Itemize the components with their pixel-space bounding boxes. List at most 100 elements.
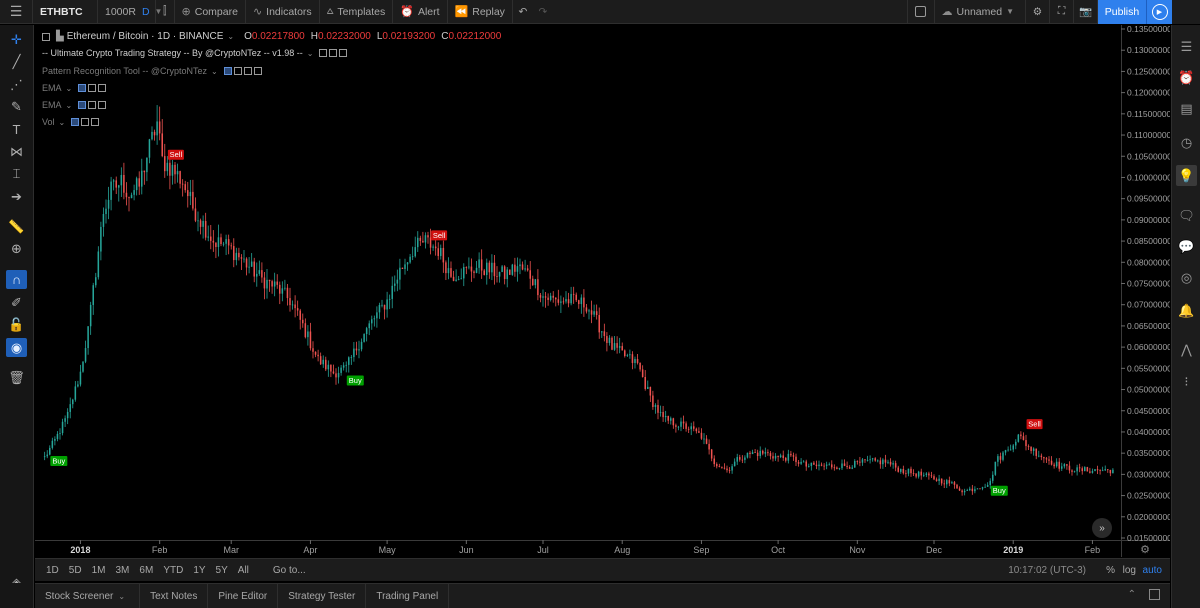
clock[interactable]: 10:17:02 (UTC-3) xyxy=(1008,565,1086,576)
candle-body xyxy=(204,220,207,238)
settings-icon[interactable] xyxy=(329,49,338,57)
visibility-icon[interactable] xyxy=(71,118,80,126)
close-icon[interactable] xyxy=(339,49,348,57)
range-1y[interactable]: 1Y xyxy=(193,564,206,576)
range-3m[interactable]: 3M xyxy=(115,564,130,576)
tab-strategy-tester[interactable]: Strategy Tester xyxy=(278,583,367,608)
visibility-icon[interactable] xyxy=(78,84,87,92)
undo-button[interactable]: ↶ xyxy=(513,0,533,24)
tab-pine-editor[interactable]: Pine Editor xyxy=(208,583,279,608)
percent-scale-button[interactable]: % xyxy=(1106,565,1115,576)
settings-icon[interactable] xyxy=(81,118,90,126)
watchlist-button[interactable]: ☰ xyxy=(1176,36,1197,57)
range-ytd[interactable]: YTD xyxy=(163,564,184,576)
trend-line-tool[interactable]: ╱ xyxy=(6,52,27,71)
zoom-tool[interactable]: ⊕ xyxy=(6,239,27,258)
visibility-icon[interactable] xyxy=(78,101,87,109)
interval-button[interactable]: 1000R D ▼ xyxy=(98,0,162,24)
tab-stock-screener[interactable]: Stock Screener ⌄ xyxy=(35,583,141,608)
candle-body xyxy=(207,236,209,238)
visibility-icon[interactable] xyxy=(319,49,328,57)
settings-button[interactable]: ⚙ xyxy=(1026,0,1050,24)
candle-body xyxy=(624,350,626,357)
tab-text-notes[interactable]: Text Notes xyxy=(140,583,209,608)
hotlist-button[interactable]: ◷ xyxy=(1176,132,1197,153)
pattern-legend[interactable]: Pattern Recognition Tool -- @CryptoNTez … xyxy=(42,66,262,76)
bar-style-button[interactable]: ⫿ xyxy=(156,0,175,24)
order-panel-button[interactable]: ⋀ xyxy=(1176,339,1197,360)
close-icon[interactable] xyxy=(98,84,107,92)
arrow-tool[interactable]: ➔ xyxy=(6,187,27,206)
fullscreen-button[interactable]: ⛶ xyxy=(1050,0,1074,24)
fullscreen-layout-button[interactable] xyxy=(906,0,935,24)
price-chart[interactable]: 0.13500000 0.13000000 0.12500000 0.12000000… xyxy=(35,25,1170,557)
visibility-icon[interactable] xyxy=(223,67,232,75)
format-icon[interactable] xyxy=(243,67,252,75)
range-5y[interactable]: 5Y xyxy=(215,564,228,576)
settings-icon[interactable] xyxy=(88,101,97,109)
collapse-panel-button[interactable]: ⌃ xyxy=(1127,589,1136,600)
chats-button[interactable]: 💬 xyxy=(1176,236,1197,257)
goto-date-button[interactable]: Go to... xyxy=(272,564,306,576)
y-tick-label: 0.06000000 xyxy=(1127,342,1170,352)
auto-scale-button[interactable]: auto xyxy=(1142,565,1162,576)
ideas-button[interactable]: 💡 xyxy=(1176,165,1197,186)
indicators-button[interactable]: ∿ Indicators xyxy=(246,0,320,24)
candle-body xyxy=(143,170,146,173)
close-icon[interactable] xyxy=(98,101,107,109)
measure-tool[interactable]: 📏 xyxy=(6,217,27,236)
tab-trading-panel[interactable]: Trading Panel xyxy=(366,583,450,608)
broadcast-button[interactable]: ◎ xyxy=(1176,267,1197,288)
candle-body xyxy=(64,418,66,422)
dom-button[interactable]: ⁝ xyxy=(1176,371,1197,392)
chart-canvas[interactable]: 0.13500000 0.13000000 0.12500000 0.12000000… xyxy=(35,25,1170,557)
ema2-legend[interactable]: EMA ⌄ xyxy=(42,100,107,110)
ema1-legend[interactable]: EMA ⌄ xyxy=(42,83,107,93)
layout-menu-button[interactable]: ☁ Unnamed ▼ xyxy=(935,0,1026,24)
run-button[interactable]: ▶ xyxy=(1146,0,1172,24)
range-1m[interactable]: 1M xyxy=(91,564,106,576)
streams-button[interactable]: 🗨 xyxy=(1176,205,1197,226)
pattern-tool[interactable]: ⋈ xyxy=(6,142,27,161)
object-tree-button[interactable]: ◈ xyxy=(6,573,27,592)
maximize-panel-button[interactable] xyxy=(1149,589,1160,600)
collapse-legend-icon[interactable] xyxy=(42,32,50,41)
redo-button[interactable]: ↷ xyxy=(533,0,553,24)
candle-body xyxy=(979,488,981,490)
stay-drawing-tool[interactable]: ✐ xyxy=(6,293,27,312)
range-1d[interactable]: 1D xyxy=(46,564,59,576)
log-scale-button[interactable]: log xyxy=(1122,565,1136,576)
candle-body xyxy=(1071,470,1073,472)
range-all[interactable]: All xyxy=(237,564,249,576)
prediction-tool[interactable]: ⌶ xyxy=(6,164,27,183)
magnet-tool[interactable]: ∩ xyxy=(6,270,27,289)
text-tool[interactable]: T xyxy=(6,120,27,139)
replay-button[interactable]: ⏪ Replay xyxy=(448,0,513,24)
crosshair-tool[interactable]: ✛ xyxy=(6,30,27,49)
settings-icon[interactable] xyxy=(233,67,242,75)
candle-body xyxy=(69,404,71,412)
alert-button[interactable]: ⏰ Alert xyxy=(393,0,448,24)
fib-tool[interactable]: ⋰ xyxy=(6,75,27,94)
settings-icon[interactable] xyxy=(88,84,97,92)
symbol-search-button[interactable]: ETHBTC xyxy=(33,0,98,24)
brush-tool[interactable]: ✎ xyxy=(6,97,27,116)
range-5d[interactable]: 5D xyxy=(68,564,82,576)
compare-button[interactable]: ⊕ Compare xyxy=(175,0,246,24)
range-6m[interactable]: 6M xyxy=(139,564,154,576)
lock-drawings-tool[interactable]: 🔓 xyxy=(6,315,27,334)
hide-drawings-tool[interactable]: ◉ xyxy=(6,338,27,357)
notifications-button[interactable]: 🔔 xyxy=(1176,300,1197,321)
data-window-button[interactable]: ▤ xyxy=(1176,98,1197,119)
publish-button[interactable]: Publish xyxy=(1098,0,1146,24)
remove-drawings-tool[interactable]: 🗑 xyxy=(6,368,27,387)
templates-button[interactable]: ⩟ Templates xyxy=(320,0,394,24)
alerts-panel-button[interactable]: ⏰ xyxy=(1176,67,1197,88)
strategy-legend[interactable]: -- Ultimate Crypto Trading Strategy -- B… xyxy=(42,48,348,58)
volume-legend[interactable]: Vol ⌄ xyxy=(42,117,100,127)
close-icon[interactable] xyxy=(91,118,100,126)
scroll-to-realtime-button[interactable]: » xyxy=(1092,518,1112,538)
snapshot-button[interactable]: 📷 xyxy=(1074,0,1098,24)
close-icon[interactable] xyxy=(253,67,262,75)
menu-button[interactable]: ☰ xyxy=(0,0,33,24)
